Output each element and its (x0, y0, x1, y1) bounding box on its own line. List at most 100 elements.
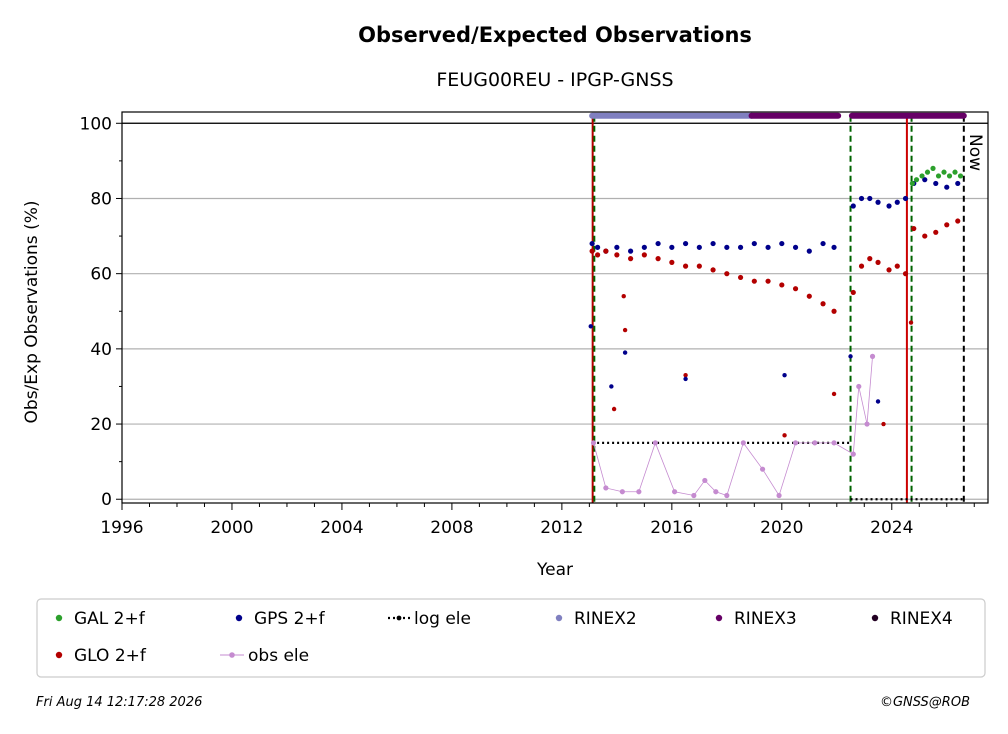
point-gps (792, 244, 799, 250)
point-gps (628, 248, 634, 254)
point-glo (603, 248, 609, 254)
footer-timestamp: Fri Aug 14 12:17:28 2026 (36, 695, 203, 710)
legend-label-gps: GPS 2+f (254, 609, 326, 629)
outlier-point-glo (831, 391, 837, 397)
point-glo (655, 256, 661, 262)
legend-item-gps: GPS 2+f (235, 609, 326, 629)
point-glo (751, 278, 757, 284)
x-tick-label-2012: 2012 (540, 518, 583, 538)
x-axis-label: Year (536, 560, 573, 580)
series-line-obs_ele (593, 356, 873, 497)
legend-label-obs_ele: obs ele (248, 646, 309, 666)
point-glo (831, 308, 837, 314)
point-gps (886, 203, 892, 209)
legend-label-rinex4: RINEX4 (890, 609, 953, 629)
y-axis-label: Obs/Exp Observations (%) (22, 201, 42, 424)
outlier-point-glo (683, 372, 688, 378)
legend-label-glo: GLO 2+f (74, 646, 147, 666)
x-tick-label-2020: 2020 (760, 518, 803, 538)
y-tick-label-0: 0 (101, 490, 112, 510)
point-glo (820, 301, 826, 307)
point-gal (941, 169, 947, 175)
point-glo (669, 259, 675, 265)
point-obs_ele (590, 440, 597, 446)
x-tick-label-2016: 2016 (650, 518, 693, 538)
x-tick-label-2000: 2000 (210, 518, 253, 538)
legend-item-rinex4: RINEX4 (871, 609, 953, 629)
legend-label-log_ele: log ele (414, 609, 471, 629)
point-gal (913, 177, 920, 183)
point-gps (682, 240, 689, 247)
point-gps (641, 244, 647, 250)
point-obs_ele (671, 489, 678, 495)
point-gps (894, 199, 900, 205)
footer-credit: ©GNSS@ROB (879, 695, 970, 710)
y-tick-label-20: 20 (90, 415, 112, 435)
point-gps (831, 244, 837, 250)
legend-label-gal: GAL 2+f (74, 609, 146, 629)
point-obs_ele (856, 383, 862, 390)
point-obs_ele (812, 440, 818, 446)
point-glo (595, 252, 601, 258)
point-glo (858, 263, 865, 269)
point-gps (751, 240, 757, 247)
outlier-point-glo (881, 421, 886, 427)
point-gps (765, 244, 771, 250)
point-gps (944, 184, 950, 190)
point-gps (850, 203, 856, 209)
point-glo (779, 282, 785, 288)
y-tick-label-80: 80 (90, 189, 112, 209)
point-gps (858, 195, 865, 202)
point-glo (911, 225, 917, 232)
now-label: Now (965, 134, 985, 171)
outlier-point-glo (782, 433, 787, 438)
point-gal (919, 173, 925, 179)
point-glo (792, 286, 799, 292)
point-gps (875, 199, 881, 205)
outlier-point-gps (683, 376, 688, 382)
outlier-point-glo (621, 294, 626, 299)
legend-item-glo: GLO 2+f (55, 646, 147, 666)
point-gal (946, 173, 953, 179)
point-gps (806, 248, 812, 254)
point-glo (922, 233, 928, 239)
outlier-point-glo (908, 320, 914, 325)
x-tick-label-2024: 2024 (870, 518, 913, 538)
legend-item-log_ele: log ele (388, 609, 471, 629)
point-glo (628, 256, 634, 262)
point-obs_ele (691, 492, 697, 499)
point-obs_ele (792, 440, 799, 446)
point-glo (641, 252, 647, 258)
point-obs_ele (831, 440, 837, 446)
point-glo (765, 278, 771, 284)
point-gps (614, 244, 620, 250)
point-gps (724, 244, 730, 250)
point-gal (909, 180, 915, 187)
legend-marker-gps (235, 614, 243, 622)
outlier-point-gps (782, 372, 787, 378)
legend-item-rinex3: RINEX3 (715, 609, 797, 629)
point-gps (655, 240, 661, 247)
legend-marker-rinex3 (715, 614, 723, 622)
point-gps (589, 240, 595, 247)
point-gps (779, 240, 785, 247)
point-glo (944, 222, 950, 228)
point-obs_ele (652, 440, 658, 446)
legend-marker-dot-log_ele (396, 615, 402, 621)
legend-item-obs_ele: obs ele (220, 646, 309, 666)
point-glo (955, 218, 961, 224)
point-obs_ele (636, 489, 642, 495)
point-gps (820, 240, 826, 247)
point-glo (614, 252, 620, 258)
point-gps (955, 180, 961, 187)
point-glo (589, 248, 595, 254)
legend-label-rinex3: RINEX3 (734, 609, 797, 629)
outlier-point-gps (848, 354, 853, 359)
chart-subtitle: FEUG00REU - IPGP-GNSS (436, 69, 673, 91)
grid-lines (122, 122, 988, 500)
point-obs_ele (603, 485, 609, 491)
y-tick-label-100: 100 (80, 114, 112, 134)
point-glo (867, 256, 873, 262)
point-obs_ele (619, 489, 625, 495)
